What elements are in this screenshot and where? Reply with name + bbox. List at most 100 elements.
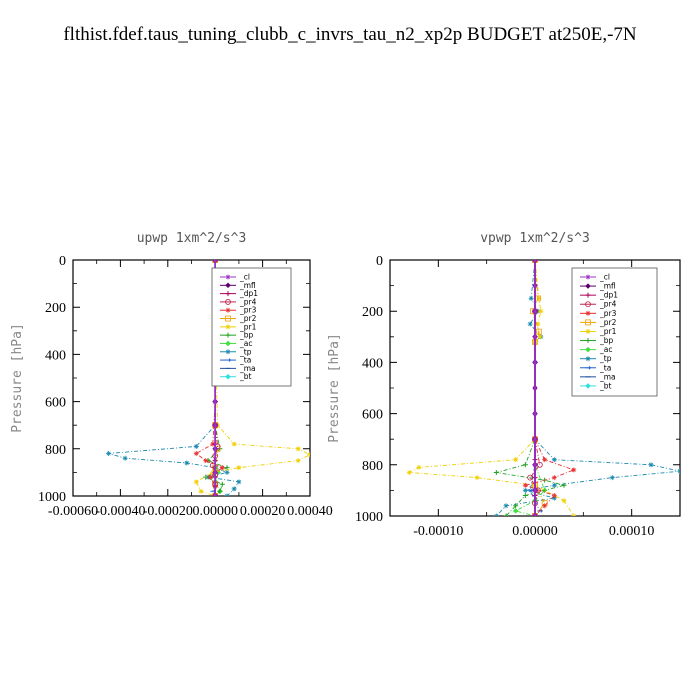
vpwp-point-tp bbox=[527, 321, 533, 327]
vpwp-y-tick-label: 800 bbox=[362, 459, 383, 474]
vpwp-legend-marker-mfl bbox=[585, 283, 591, 289]
vpwp-legend-marker-tp bbox=[585, 356, 591, 362]
upwp-legend-marker-ta bbox=[225, 358, 232, 362]
upwp-x-tick-label: 0.00020 bbox=[240, 504, 286, 519]
upwp-point-tp bbox=[231, 486, 237, 492]
upwp-panel: upwp 1xm^2/s^3 Pressure [hPa] 0 200 400 600 80… bbox=[10, 231, 333, 519]
upwp-legend-label-dp1: _dp1 bbox=[239, 289, 258, 298]
vpwp-point-bp bbox=[503, 513, 509, 516]
upwp-point-cl bbox=[212, 422, 218, 428]
vpwp-point-tp bbox=[493, 513, 499, 516]
upwp-point-pr3 bbox=[207, 474, 213, 480]
upwp-point-pr3 bbox=[203, 458, 209, 464]
upwp-x-tick-label: -0.00060 bbox=[48, 504, 98, 519]
upwp-legend-marker-mfl bbox=[225, 282, 231, 289]
upwp-x-tick-label: 0.00040 bbox=[287, 504, 333, 519]
upwp-point-tp bbox=[236, 479, 242, 485]
upwp-legend-marker-pr4 bbox=[225, 299, 231, 305]
vpwp-point-bp bbox=[513, 503, 519, 509]
vpwp-x-tick-label: 0.00000 bbox=[512, 524, 558, 539]
vpwp-legend-label-bt: _bt bbox=[599, 381, 612, 390]
upwp-legend-marker-pr3 bbox=[225, 307, 231, 313]
upwp-point-pr1 bbox=[236, 465, 242, 471]
vpwp-point-pr3 bbox=[551, 493, 557, 499]
vpwp-point-tp bbox=[503, 503, 509, 509]
vpwp-y-tick-label: 600 bbox=[362, 408, 383, 423]
upwp-point-tp bbox=[224, 493, 230, 496]
vpwp-point-pr3 bbox=[551, 475, 557, 481]
upwp-legend-label-cl: _cl bbox=[239, 273, 250, 282]
vpwp-series-line-pr3 bbox=[523, 260, 575, 516]
vpwp-y-tick-label: 1000 bbox=[355, 510, 383, 525]
vpwp-point-tp bbox=[609, 475, 615, 481]
upwp-legend-marker-pr1 bbox=[225, 324, 231, 330]
vpwp-point-pr1 bbox=[536, 295, 542, 301]
vpwp-legend-marker-pr1 bbox=[585, 328, 591, 334]
upwp-legend-label-bp: _bp bbox=[239, 331, 254, 340]
vpwp-point-bp bbox=[493, 469, 499, 475]
upwp-x-tick-label: 0.00000 bbox=[192, 504, 238, 519]
vpwp-panel: vpwp 1xm^2/s^3 Pressure [hPa] 0 200 400 600 80… bbox=[327, 231, 681, 539]
vpwp-legend-label-dp1: _dp1 bbox=[599, 291, 618, 300]
upwp-legend-marker-ac bbox=[225, 340, 231, 347]
upwp-y-tick-label: 0 bbox=[59, 254, 66, 269]
figure-title: flthist.fdef.taus_tuning_clubb_c_invrs_t… bbox=[63, 24, 637, 45]
upwp-series-line-pr1 bbox=[195, 260, 310, 496]
upwp-legend-label-bt: _bt bbox=[239, 372, 252, 381]
vpwp-point-pr1 bbox=[416, 464, 422, 470]
vpwp-legend-box bbox=[571, 267, 658, 397]
upwp-point-tp bbox=[224, 469, 230, 475]
vpwp-point-tp bbox=[551, 495, 557, 501]
vpwp-legend-marker-pr3 bbox=[585, 310, 591, 316]
upwp-y-axis-label: Pressure [hPa] bbox=[10, 323, 25, 433]
upwp-legend-label-ac: _ac bbox=[239, 339, 252, 348]
vpwp-point-pr3 bbox=[571, 467, 577, 473]
upwp-legend-marker-bp bbox=[225, 332, 231, 338]
upwp-point-cl bbox=[212, 446, 218, 452]
vpwp-point-pr3 bbox=[542, 503, 548, 509]
upwp-series-line-pr4 bbox=[212, 260, 219, 496]
vpwp-legend-marker-ac bbox=[585, 346, 591, 353]
vpwp-series-line-pr1 bbox=[407, 260, 575, 516]
upwp-point-cl bbox=[212, 399, 218, 405]
vpwp-y-tick-label: 400 bbox=[362, 356, 383, 371]
upwp-point-tp bbox=[184, 460, 190, 466]
upwp-point-pr1 bbox=[193, 479, 199, 485]
vpwp-point-pr1 bbox=[561, 498, 567, 504]
vpwp-legend-label-pr3: _pr3 bbox=[599, 309, 617, 318]
vpwp-point-pr1 bbox=[571, 513, 577, 516]
vpwp-legend-marker-cl bbox=[585, 274, 591, 280]
upwp-x-tick-label: -0.00040 bbox=[95, 504, 145, 519]
vpwp-legend-marker-pr4 bbox=[585, 301, 591, 308]
upwp-point-bp bbox=[203, 474, 209, 480]
upwp-legend-marker-pr2 bbox=[225, 315, 231, 322]
upwp-y-tick-label: 600 bbox=[45, 396, 66, 411]
upwp-point-bp bbox=[224, 465, 230, 471]
vpwp-legend-marker-ta bbox=[585, 365, 592, 370]
vpwp-legend-label-pr2: _pr2 bbox=[599, 318, 617, 327]
vpwp-point-cl bbox=[532, 359, 538, 365]
upwp-point-tp bbox=[106, 451, 112, 457]
vpwp-series-cl bbox=[532, 260, 538, 516]
vpwp-legend-marker-pr2 bbox=[585, 319, 591, 326]
upwp-legend-marker-bt bbox=[225, 373, 231, 380]
vpwp-point-cl bbox=[532, 462, 538, 468]
vpwp-panel-title: vpwp 1xm^2/s^3 bbox=[480, 231, 590, 246]
vpwp-point-tp bbox=[677, 468, 680, 474]
upwp-legend-marker-tp bbox=[225, 349, 231, 355]
vpwp-point-tp bbox=[528, 295, 534, 301]
vpwp-y-tick-label: 0 bbox=[376, 254, 383, 269]
vpwp-y-tick-label: 200 bbox=[362, 305, 383, 320]
upwp-y-tick-label: 1000 bbox=[38, 490, 66, 505]
upwp-legend-label-ta: _ta bbox=[239, 356, 251, 365]
vpwp-legend: _cl_mfl_dp1_pr4_pr3_pr2_pr1_bp_ac_tp_ta_… bbox=[571, 267, 658, 397]
upwp-series-line-pr3 bbox=[195, 260, 224, 496]
upwp-point-tp bbox=[193, 443, 199, 449]
upwp-point-tp bbox=[122, 455, 128, 461]
vpwp-point-bp bbox=[561, 482, 567, 488]
vpwp-point-pr1 bbox=[406, 469, 412, 475]
upwp-point-pr3 bbox=[219, 465, 225, 471]
vpwp-legend-label-bp: _bp bbox=[599, 336, 614, 345]
vpwp-point-pr1 bbox=[537, 334, 543, 340]
vpwp-series-line-bp bbox=[496, 260, 566, 516]
